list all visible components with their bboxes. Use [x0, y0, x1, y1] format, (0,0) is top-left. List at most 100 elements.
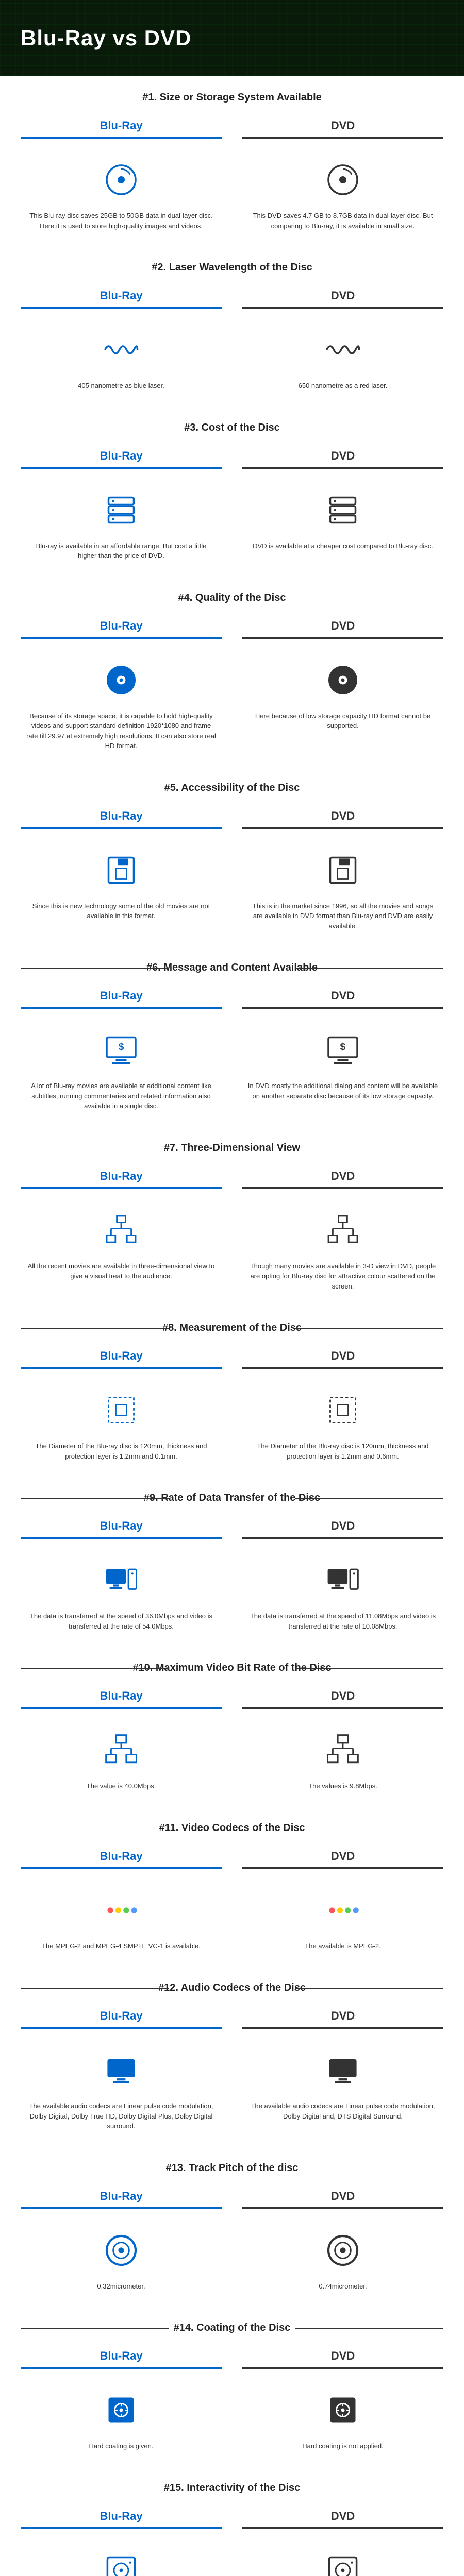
- comparison-section: #3. Cost of the Disc Blu-Ray Blu-ray is …: [0, 406, 464, 577]
- page-title: Blu-Ray vs DVD: [21, 26, 443, 50]
- dvd-label: DVD: [242, 1850, 443, 1869]
- dvd-column: DVD The Diameter of the Blu-ray disc is …: [242, 1349, 443, 1461]
- section-title: #8. Measurement of the Disc: [162, 1322, 302, 1333]
- section-title-wrap: #12. Audio Codecs of the Disc: [21, 1982, 443, 1994]
- comparison-section: #7. Three-Dimensional View Blu-Ray All t…: [0, 1127, 464, 1307]
- bluray-desc: The Diameter of the Blu-ray disc is 120m…: [21, 1441, 222, 1461]
- bluray-label: Blu-Ray: [21, 119, 222, 139]
- columns: Blu-Ray The available audio codecs are L…: [21, 2009, 443, 2131]
- svg-text:$: $: [119, 1041, 124, 1053]
- section-title: #11. Video Codecs of the Disc: [159, 1822, 305, 1834]
- bluray-icon: [21, 2389, 222, 2431]
- section-title: #14. Coating of the Disc: [174, 2322, 291, 2333]
- infographic-container: Blu-Ray vs DVD #1. Size or Storage Syste…: [0, 0, 464, 2576]
- bluray-icon: [21, 2230, 222, 2271]
- section-title-wrap: #13. Track Pitch of the disc: [21, 2162, 443, 2174]
- dvd-desc: The values is 9.8Mbps.: [242, 1781, 443, 1791]
- bluray-desc: All the recent movies are available in t…: [21, 1261, 222, 1281]
- section-title: #5. Accessibility of the Disc: [164, 782, 300, 793]
- comparison-section: #13. Track Pitch of the disc Blu-Ray 0.3…: [0, 2147, 464, 2307]
- dvd-desc: Though many movies are available in 3-D …: [242, 1261, 443, 1292]
- columns: Blu-Ray The value is 40.0Mbps. DVD The v…: [21, 1689, 443, 1791]
- section-title-wrap: #5. Accessibility of the Disc: [21, 782, 443, 794]
- dvd-desc: The available is MPEG-2.: [242, 1941, 443, 1952]
- bluray-icon: [21, 1890, 222, 1931]
- dvd-desc: The available audio codecs are Linear pu…: [242, 2101, 443, 2121]
- bluray-label: Blu-Ray: [21, 809, 222, 829]
- comparison-section: #1. Size or Storage System Available Blu…: [0, 76, 464, 246]
- section-title-wrap: #9. Rate of Data Transfer of the Disc: [21, 1492, 443, 1504]
- dvd-column: DVD Here because of low storage capacity…: [242, 619, 443, 751]
- comparison-section: #5. Accessibility of the Disc Blu-Ray Si…: [0, 767, 464, 947]
- columns: Blu-Ray Blu-ray is available in an affor…: [21, 449, 443, 561]
- dvd-icon: $: [242, 1029, 443, 1071]
- bluray-column: Blu-Ray 405 nanometre as blue laser.: [21, 289, 222, 391]
- bluray-desc: This Blu-ray disc saves 25GB to 50GB dat…: [21, 211, 222, 231]
- dvd-column: DVD Though many movies are available in …: [242, 1170, 443, 1292]
- comparison-section: #12. Audio Codecs of the Disc Blu-Ray Th…: [0, 1967, 464, 2147]
- columns: Blu-Ray Because of its storage space, it…: [21, 619, 443, 751]
- svg-text:$: $: [340, 1041, 346, 1053]
- dvd-label: DVD: [242, 2349, 443, 2369]
- bluray-label: Blu-Ray: [21, 1170, 222, 1189]
- section-title: #9. Rate of Data Transfer of the Disc: [144, 1492, 320, 1503]
- comparison-section: #2. Laser Wavelength of the Disc Blu-Ray…: [0, 246, 464, 406]
- header: Blu-Ray vs DVD: [0, 0, 464, 76]
- bluray-column: Blu-Ray This Blu-ray disc saves 25GB to …: [21, 119, 222, 231]
- section-title-wrap: #15. Interactivity of the Disc: [21, 2482, 443, 2494]
- dvd-column: DVD $ In DVD mostly the additional dialo…: [242, 989, 443, 1111]
- section-title: #12. Audio Codecs of the Disc: [158, 1982, 306, 1993]
- dvd-label: DVD: [242, 619, 443, 639]
- bluray-column: Blu-Ray Since this is new technology som…: [21, 809, 222, 931]
- bluray-label: Blu-Ray: [21, 1689, 222, 1709]
- bluray-column: Blu-Ray The available audio codecs are L…: [21, 2009, 222, 2131]
- bluray-column: Blu-Ray The MPEG-2 and MPEG-4 SMPTE VC-1…: [21, 1850, 222, 1952]
- dvd-column: DVD DVD is available at a cheaper cost c…: [242, 449, 443, 561]
- comparison-section: #14. Coating of the Disc Blu-Ray Hard co…: [0, 2307, 464, 2467]
- columns: Blu-Ray The Diameter of the Blu-ray disc…: [21, 1349, 443, 1461]
- comparison-section: #6. Message and Content Available Blu-Ra…: [0, 946, 464, 1127]
- bluray-label: Blu-Ray: [21, 449, 222, 469]
- dvd-icon: [242, 1210, 443, 1251]
- dvd-icon: [242, 159, 443, 200]
- section-title: #10. Maximum Video Bit Rate of the Disc: [132, 1662, 331, 1673]
- section-title: #1. Size or Storage System Available: [142, 92, 322, 103]
- columns: Blu-Ray The data is transferred at the s…: [21, 1519, 443, 1631]
- bluray-column: Blu-Ray Because of its storage space, it…: [21, 619, 222, 751]
- dvd-label: DVD: [242, 1689, 443, 1709]
- dvd-icon: [242, 2550, 443, 2576]
- dvd-label: DVD: [242, 809, 443, 829]
- bluray-desc: The value is 40.0Mbps.: [21, 1781, 222, 1791]
- bluray-icon: [21, 1210, 222, 1251]
- dvd-desc: 650 nanometre as a red laser.: [242, 381, 443, 391]
- columns: Blu-Ray 405 nanometre as blue laser. DVD…: [21, 289, 443, 391]
- dvd-desc: The data is transferred at the speed of …: [242, 1611, 443, 1631]
- dvd-desc: This is in the market since 1996, so all…: [242, 901, 443, 931]
- dvd-column: DVD The data is transferred at the speed…: [242, 1519, 443, 1631]
- columns: Blu-Ray This Blu-ray disc saves 25GB to …: [21, 119, 443, 231]
- dvd-label: DVD: [242, 119, 443, 139]
- section-title: #3. Cost of the Disc: [184, 422, 280, 433]
- section-title: #2. Laser Wavelength of the Disc: [152, 262, 312, 273]
- bluray-desc: Because of its storage space, it is capa…: [21, 711, 222, 751]
- dvd-icon: [242, 2049, 443, 2091]
- section-title: #15. Interactivity of the Disc: [164, 2482, 301, 2494]
- dvd-label: DVD: [242, 1519, 443, 1539]
- bluray-icon: [21, 1730, 222, 1771]
- bluray-desc: Hard coating is given.: [21, 2441, 222, 2451]
- comparison-section: #10. Maximum Video Bit Rate of the Disc …: [0, 1647, 464, 1807]
- dvd-desc: DVD is available at a cheaper cost compa…: [242, 541, 443, 551]
- dvd-icon: [242, 850, 443, 891]
- bluray-label: Blu-Ray: [21, 2349, 222, 2369]
- comparison-section: #9. Rate of Data Transfer of the Disc Bl…: [0, 1477, 464, 1647]
- dvd-column: DVD 650 nanometre as a red laser.: [242, 289, 443, 391]
- dvd-label: DVD: [242, 289, 443, 309]
- bluray-icon: [21, 850, 222, 891]
- dvd-column: DVD Hard coating is not applied.: [242, 2349, 443, 2451]
- bluray-column: Blu-Ray All the recent movies are availa…: [21, 1170, 222, 1292]
- section-title: #6. Message and Content Available: [146, 962, 318, 973]
- dvd-icon: [242, 659, 443, 701]
- bluray-column: Blu-Ray 0.32micrometer.: [21, 2190, 222, 2292]
- bluray-desc: 0.32micrometer.: [21, 2281, 222, 2292]
- dvd-label: DVD: [242, 449, 443, 469]
